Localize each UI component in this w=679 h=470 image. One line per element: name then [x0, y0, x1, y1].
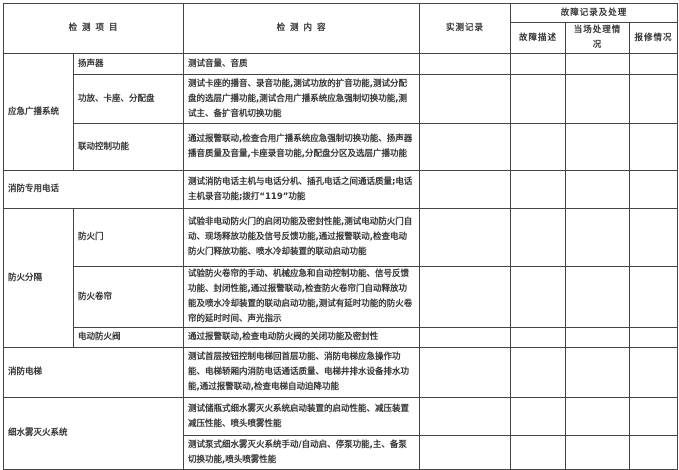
- header-item: 检 测 项 目: [2, 3, 185, 54]
- sub-item: 联动控制功能: [72, 123, 185, 171]
- sub-item: 电动防火阀: [72, 327, 185, 348]
- row-label: 防火分隔: [3, 208, 74, 348]
- onsite-cell[interactable]: [565, 53, 631, 75]
- record-cell[interactable]: [419, 327, 512, 348]
- onsite-cell[interactable]: [565, 327, 631, 348]
- table-row: 防火卷帘 试验防火卷帘的手动、机械应急和自动控制功能、信号反馈功能、封闭性能,通…: [4, 266, 679, 328]
- fault-desc-cell[interactable]: [510, 123, 567, 171]
- record-cell[interactable]: [419, 347, 512, 398]
- inspection-table: 检 测 项 目 检 测 内 容 实测记录 故障记录及处理 故障描述 当场处理情况…: [2, 3, 679, 470]
- sub-item: 功放、卡座、分配盘: [72, 74, 185, 124]
- onsite-cell[interactable]: [565, 208, 631, 267]
- content-cell: 试验非电动防火门的启闭功能及密封性能,测试电动防火门自动、现场释放功能及信号反馈…: [183, 208, 421, 267]
- header-record: 实测记录: [419, 3, 512, 54]
- content-cell: 测试音量、音质: [183, 53, 421, 75]
- onsite-cell[interactable]: [565, 74, 631, 124]
- repair-cell[interactable]: [629, 347, 679, 398]
- repair-cell[interactable]: [629, 74, 679, 124]
- record-cell[interactable]: [419, 53, 512, 75]
- fault-desc-cell[interactable]: [510, 53, 567, 75]
- repair-cell[interactable]: [629, 266, 679, 328]
- record-cell[interactable]: [419, 397, 512, 436]
- table-row: 消防专用电话 测试消防电话主机与电话分机、插孔电话之间通话质量;电话主机录音功能…: [2, 170, 679, 209]
- table-row: 应急广播系统 扬声器 测试音量、音质: [3, 53, 679, 171]
- content-cell: 测试泵式细水雾灭火系统手动/自动启、停泵功能,主、备泵切换功能,喷头喷雾性能: [183, 435, 421, 470]
- row-label: 消防电梯: [2, 347, 185, 398]
- header-fault-group: 故障记录及处理: [510, 3, 679, 23]
- record-cell[interactable]: [419, 123, 512, 171]
- header-repair: 报修情况: [629, 22, 679, 54]
- record-cell[interactable]: [419, 266, 512, 328]
- table-row: 消防电梯 测试首层按钮控制电梯回首层功能、消防电梯应急操作功能、电梯轿厢内消防电…: [2, 347, 679, 398]
- content-cell: 通过报警联动,检查电动防火阀的关闭功能及密封性: [183, 327, 421, 348]
- repair-cell[interactable]: [629, 170, 679, 209]
- table-row: 防火分隔 防火门 试验非电动防火门的启闭功能及密封性能,测试电动防火门自动、现场…: [3, 208, 679, 348]
- sub-item: 防火卷帘: [72, 266, 185, 328]
- table-row: 功放、卡座、分配盘 测试卡座的播音、录音功能,测试功放的扩音功能,测试分配盘的选…: [4, 74, 679, 124]
- onsite-cell[interactable]: [565, 266, 631, 328]
- header-onsite: 当场处理情况: [565, 22, 631, 54]
- repair-cell[interactable]: [629, 208, 679, 267]
- fault-desc-cell[interactable]: [510, 435, 567, 470]
- content-cell: 测试储瓶式细水雾灭火系统启动装置的启动性能、减压装置减压性能、喷头喷雾性能: [183, 397, 421, 436]
- header-fault-desc: 故障描述: [510, 22, 567, 54]
- sub-item: 防火门: [72, 208, 185, 267]
- fault-desc-cell[interactable]: [510, 74, 567, 124]
- record-cell[interactable]: [419, 435, 512, 470]
- row-label: 消防专用电话: [2, 170, 185, 209]
- fault-desc-cell[interactable]: [510, 170, 567, 209]
- content-cell: 通过报警联动,检查合用广播系统应急强制切换功能、扬声器播音质量及音量,卡座录音功…: [183, 123, 421, 171]
- fault-desc-cell[interactable]: [510, 347, 567, 398]
- fault-desc-cell[interactable]: [510, 397, 567, 436]
- onsite-cell[interactable]: [565, 347, 631, 398]
- record-cell[interactable]: [419, 74, 512, 124]
- header-content: 检 测 内 容: [183, 3, 421, 54]
- record-cell[interactable]: [419, 208, 512, 267]
- repair-cell[interactable]: [629, 435, 679, 470]
- onsite-cell[interactable]: [565, 435, 631, 470]
- table-row: 电动防火阀 通过报警联动,检查电动防火阀的关闭功能及密封性: [4, 327, 679, 348]
- content-cell: 试验防火卷帘的手动、机械应急和自动控制功能、信号反馈功能、封闭性能,通过报警联动…: [183, 266, 421, 328]
- fault-desc-cell[interactable]: [510, 327, 567, 348]
- table-row: 联动控制功能 通过报警联动,检查合用广播系统应急强制切换功能、扬声器播音质量及音…: [4, 123, 679, 171]
- content-cell: 测试消防电话主机与电话分机、插孔电话之间通话质量;电话主机录音功能;拨打“119…: [183, 170, 421, 209]
- sub-item: 扬声器: [72, 53, 185, 75]
- row-label: 应急广播系统: [3, 53, 74, 171]
- table-row: 细水雾灭火系统 测试储瓶式细水雾灭火系统启动装置的启动性能、减压装置减压性能、喷…: [2, 397, 679, 470]
- fault-desc-cell[interactable]: [510, 266, 567, 328]
- onsite-cell[interactable]: [565, 123, 631, 171]
- content-cell: 测试首层按钮控制电梯回首层功能、消防电梯应急操作功能、电梯轿厢内消防电话通话质量…: [183, 347, 421, 398]
- onsite-cell[interactable]: [565, 397, 631, 436]
- repair-cell[interactable]: [629, 327, 679, 348]
- repair-cell[interactable]: [629, 53, 679, 75]
- repair-cell[interactable]: [629, 123, 679, 171]
- repair-cell[interactable]: [629, 397, 679, 436]
- fault-desc-cell[interactable]: [510, 208, 567, 267]
- row-label: 细水雾灭火系统: [2, 397, 185, 470]
- record-cell[interactable]: [419, 170, 512, 209]
- onsite-cell[interactable]: [565, 170, 631, 209]
- content-cell: 测试卡座的播音、录音功能,测试功放的扩音功能,测试分配盘的选层广播功能,测试合用…: [183, 74, 421, 124]
